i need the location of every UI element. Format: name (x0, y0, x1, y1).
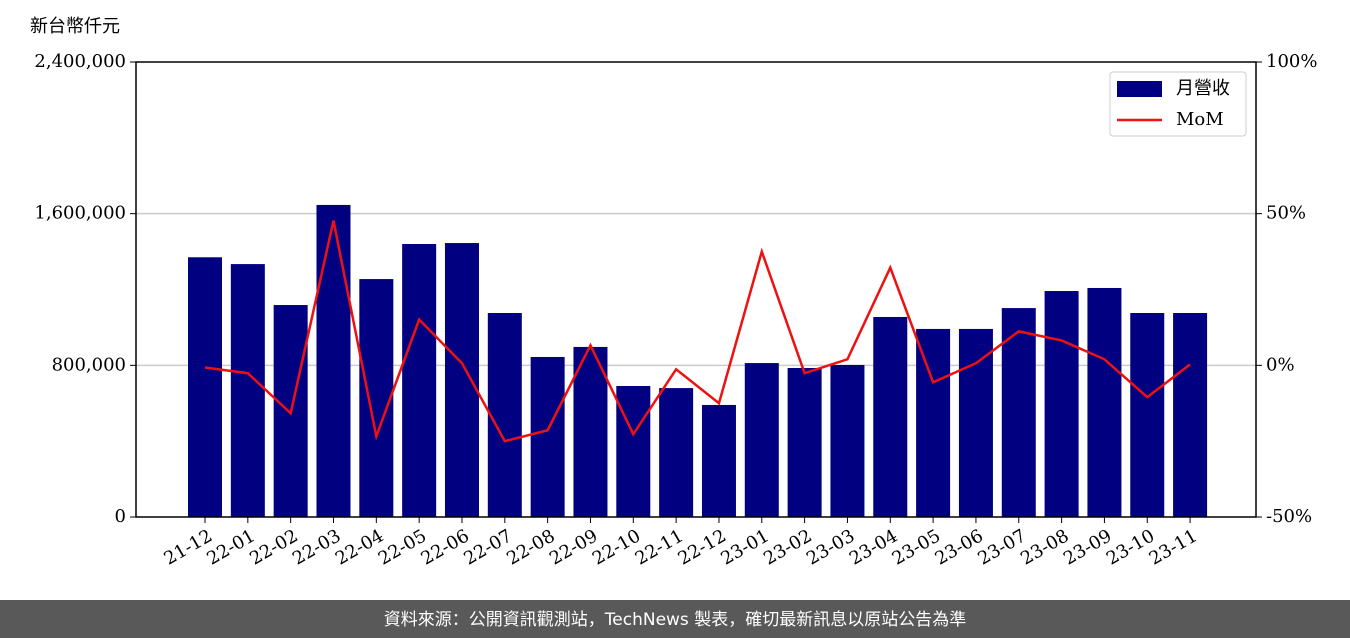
bar (787, 367, 822, 517)
bar (659, 388, 694, 517)
y-tick-label: 800,000 (52, 354, 126, 375)
x-tick-label: 22-01 (203, 525, 258, 569)
bar (958, 328, 993, 517)
bar (359, 279, 394, 517)
source-note: 資料來源：公開資訊觀測站，TechNews 製表，確切最新訊息以原站公告為準 (384, 610, 966, 630)
legend-swatch (1117, 81, 1162, 97)
x-tick-label: 22-05 (375, 525, 430, 569)
bar (573, 346, 608, 517)
legend-label: MoM (1176, 109, 1224, 130)
bar (1173, 313, 1208, 517)
x-tick-label: 22-03 (289, 525, 344, 569)
x-tick-label: 23-04 (846, 525, 901, 569)
bar (744, 363, 779, 517)
x-tick-label: 23-08 (1017, 525, 1072, 569)
bar (1087, 287, 1122, 517)
bar (316, 204, 351, 517)
y2-tick-label: 0% (1266, 354, 1295, 375)
bar (1044, 291, 1079, 517)
bar (1001, 308, 1036, 517)
x-tick-label: 22-09 (546, 525, 601, 569)
bar (230, 264, 265, 517)
x-tick-label: 23-05 (889, 525, 944, 569)
x-tick-label: 23-10 (1103, 525, 1158, 569)
x-tick-label: 21-12 (161, 525, 216, 569)
x-tick-label: 22-02 (246, 525, 301, 569)
bar (701, 404, 736, 517)
x-tick-label: 23-09 (1060, 525, 1115, 569)
y-tick-label: 0 (115, 506, 126, 527)
bar (873, 316, 908, 517)
line (204, 220, 1191, 443)
x-tick-label: 22-11 (632, 525, 687, 569)
x-tick-label: 22-07 (460, 525, 515, 569)
bar (487, 313, 522, 517)
x-tick-label: 22-10 (589, 525, 644, 569)
x-tick-label: 23-07 (974, 525, 1029, 569)
x-tick-label: 23-06 (932, 525, 987, 569)
bar (188, 257, 222, 517)
x-tick-label: 22-04 (332, 525, 387, 569)
bar (830, 364, 865, 517)
bar (616, 385, 651, 517)
x-tick-label: 23-03 (803, 525, 858, 569)
plot-frame (135, 61, 1257, 518)
x-tick-label: 23-11 (1146, 525, 1201, 569)
bar (444, 243, 479, 518)
x-tick-label: 23-01 (717, 525, 772, 569)
y2-tick-label: 50% (1266, 203, 1306, 224)
y-tick-label: 2,400,000 (34, 51, 126, 72)
bar (916, 328, 951, 517)
x-tick-label: 22-08 (503, 525, 558, 569)
bar (1130, 313, 1165, 517)
y-axis-label: 新台幣仟元 (30, 16, 120, 37)
y2-tick-label: -50% (1266, 506, 1312, 527)
x-tick-label: 22-12 (675, 525, 730, 569)
bar (530, 356, 565, 517)
y2-tick-label: 100% (1266, 51, 1317, 72)
x-tick-label: 23-02 (760, 525, 815, 569)
bar (402, 244, 437, 517)
y-tick-label: 1,600,000 (34, 203, 126, 224)
footer-bar (0, 600, 1350, 638)
x-tick-label: 22-06 (418, 525, 473, 569)
legend-label: 月營收 (1176, 78, 1230, 99)
